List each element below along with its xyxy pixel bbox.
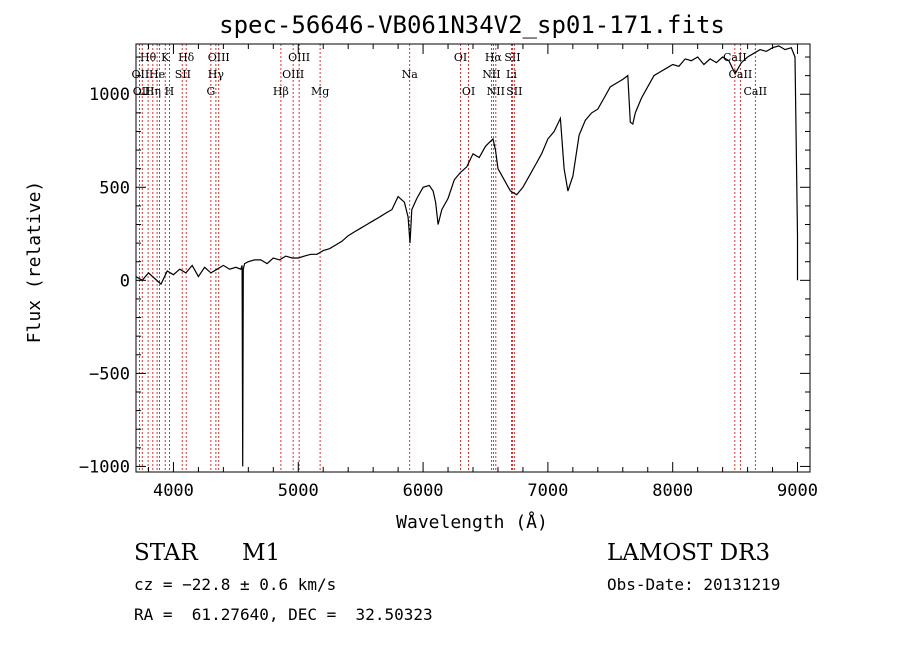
y-axis-ticks: −1000 −500 0 500 1000 (79, 56, 810, 477)
x-axis-label: Wavelength (Å) (396, 511, 548, 533)
x-axis-ticks: 4000 5000 6000 7000 8000 9000 (147, 44, 818, 501)
plot-frame (135, 43, 811, 473)
spectrum-series-line (135, 45, 799, 467)
x-tick-label: 8000 (652, 481, 693, 501)
object-class: STAR (134, 540, 198, 566)
line-label-hθ: Hθ (140, 51, 157, 64)
y-tick-label: 1000 (89, 85, 130, 105)
line-label-hδ: Hδ (178, 51, 195, 64)
line-label-oi: OI (454, 51, 467, 64)
x-tick-label: 5000 (278, 481, 319, 501)
line-label-hη: Hη (145, 85, 161, 98)
line-label-na: Na (402, 68, 419, 81)
line-label-nii: NII (482, 68, 500, 81)
y-tick-label: −1000 (79, 457, 130, 477)
line-label-oiii: OIII (288, 51, 310, 64)
line-label-oiii: OIII (208, 51, 230, 64)
x-tick-label: 9000 (777, 481, 818, 501)
chart-title: spec-56646-VB061N34V2_sp01-171.fits (219, 11, 725, 39)
y-tick-label: 0 (120, 271, 130, 291)
redshift-value: cz = −22.8 ± 0.6 km/s (134, 575, 337, 594)
x-tick-label: 7000 (527, 481, 568, 501)
line-label-caii: CaII (743, 85, 767, 98)
line-label-g: G (206, 85, 215, 98)
line-label-h: H (165, 85, 175, 98)
y-axis-label: Flux (relative) (24, 181, 45, 344)
line-label-hγ: Hγ (208, 68, 225, 81)
line-label-sii: SII (504, 51, 520, 64)
line-marker-labels: OIIOIIHθHηHeKHSIIHδGHγOIIIHβOIIIOIIIMgNa… (132, 51, 768, 98)
line-label-oi: OI (462, 85, 475, 98)
y-tick-label: −500 (89, 364, 130, 384)
observation-date: Obs-Date: 20131219 (607, 575, 781, 594)
line-label-he: He (149, 68, 165, 81)
line-label-oiii: OIII (282, 68, 304, 81)
line-label-oii: OII (132, 68, 150, 81)
object-subclass: M1 (242, 540, 281, 566)
y-tick-label: 500 (99, 178, 130, 198)
line-label-hα: Hα (485, 51, 503, 64)
sky-coordinates: RA = 61.27640, DEC = 32.50323 (134, 605, 433, 624)
line-label-caii: CaII (729, 68, 753, 81)
line-label-caii: CaII (723, 51, 747, 64)
line-label-k: K (161, 51, 170, 64)
line-label-sii: SII (175, 68, 191, 81)
line-label-hβ: Hβ (273, 85, 289, 98)
x-tick-label: 6000 (403, 481, 444, 501)
line-label-mg: Mg (311, 85, 329, 98)
survey-name: LAMOST DR3 (607, 540, 771, 566)
line-label-nii: NII (487, 85, 505, 98)
line-markers (138, 44, 756, 472)
x-tick-label: 4000 (153, 481, 194, 501)
line-label-li: Li (506, 68, 517, 81)
line-label-sii: SII (506, 85, 522, 98)
line-label-oii: OII (133, 85, 151, 98)
